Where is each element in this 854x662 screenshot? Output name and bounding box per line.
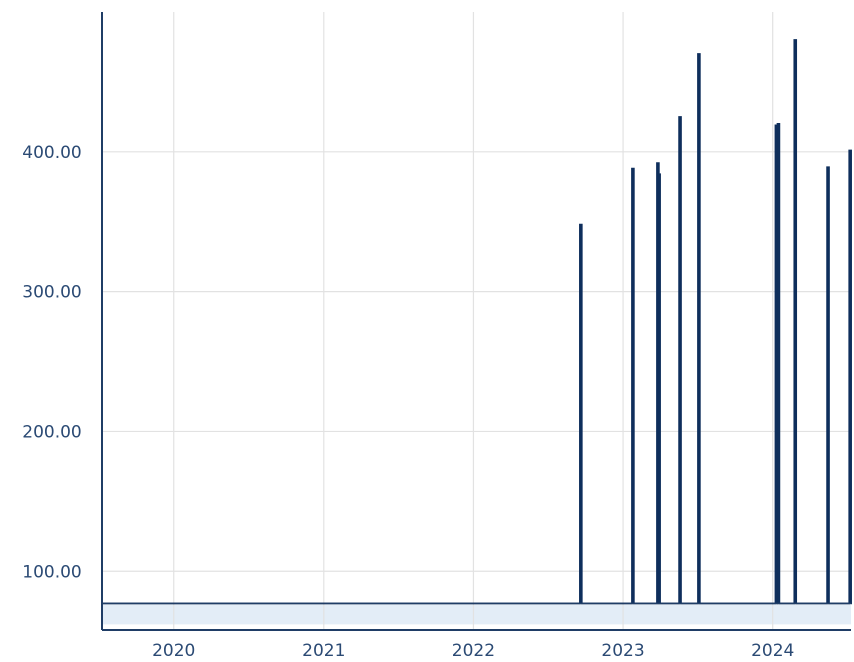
- x-tick-label: 2024: [751, 641, 794, 661]
- range-band-rect: [102, 604, 851, 625]
- y-tick-label: 200.00: [22, 422, 81, 442]
- axes: [101, 12, 851, 631]
- series-line: [102, 39, 852, 605]
- y-axis-ticks: 100.00 200.00 300.00 400.00: [22, 143, 81, 582]
- grid: [102, 12, 851, 630]
- series-path: [102, 39, 852, 605]
- x-tick-label: 2022: [452, 641, 495, 661]
- x-tick-label: 2023: [601, 641, 644, 661]
- y-tick-label: 300.00: [22, 283, 81, 303]
- y-tick-label: 100.00: [22, 562, 81, 582]
- x-axis-ticks: 2020 2021 2022 2023 2024: [152, 641, 794, 661]
- range-band: [102, 604, 851, 625]
- x-tick-label: 2020: [152, 641, 195, 661]
- x-tick-label: 2021: [302, 641, 345, 661]
- y-tick-label: 400.00: [22, 143, 81, 163]
